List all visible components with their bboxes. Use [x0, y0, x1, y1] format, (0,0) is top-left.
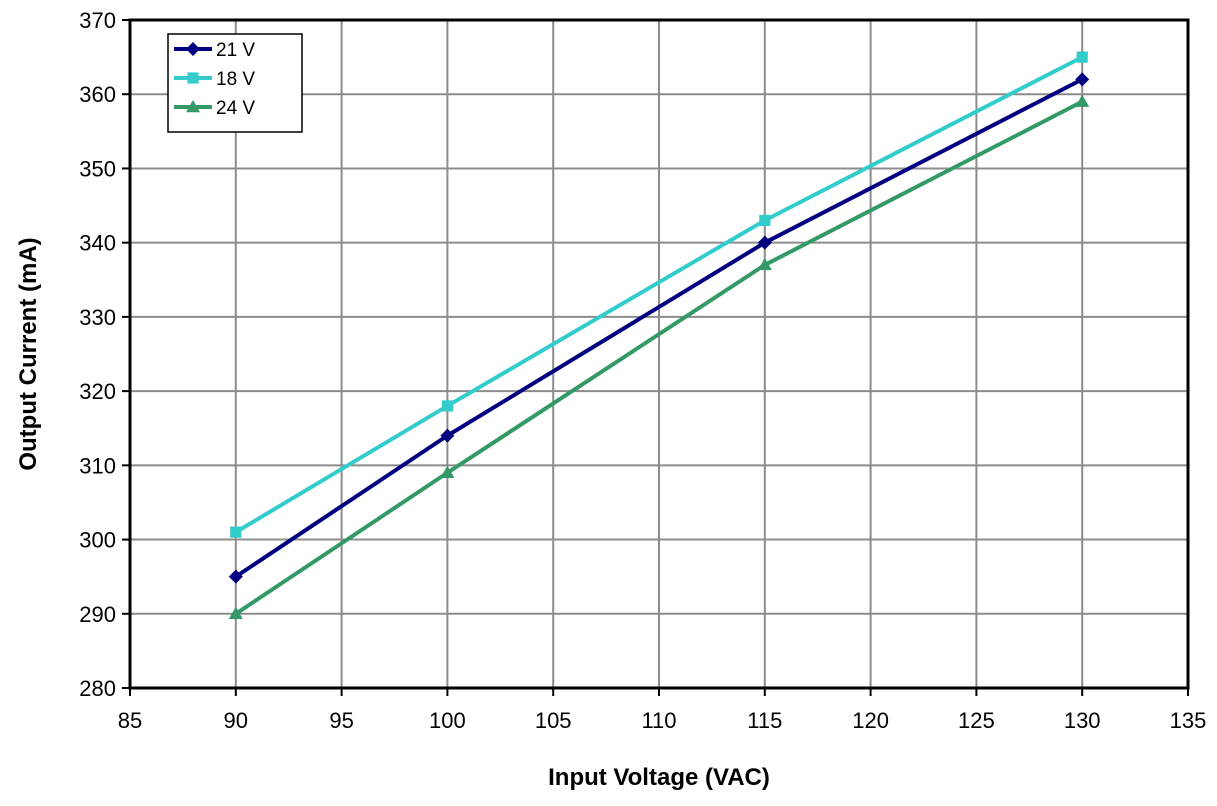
- series-line: [234, 99, 1084, 616]
- x-tick-label: 95: [329, 708, 353, 733]
- data-point: [759, 214, 771, 226]
- x-tick-label: 105: [535, 708, 572, 733]
- y-tick-label: 350: [79, 156, 116, 181]
- axis-ticks: 85 90 95 100 105 110 115 120 125 130 135 280 290 300 3…: [79, 8, 1206, 733]
- legend-label: 21 V: [216, 40, 255, 61]
- legend-marker: [187, 72, 199, 84]
- x-tick-label: 135: [1170, 708, 1207, 733]
- legend: 21 V 18 V 24 V: [167, 33, 303, 133]
- data-point: [230, 526, 242, 538]
- series-21-v: [228, 72, 1090, 584]
- legend-item: 18 V: [174, 69, 255, 90]
- x-tick-label: 115: [747, 708, 782, 733]
- y-tick-label: 370: [79, 8, 116, 33]
- data-point: [1076, 51, 1088, 63]
- x-axis-title: Input Voltage (VAC): [548, 764, 770, 791]
- y-tick-label: 290: [79, 602, 116, 627]
- data-point: [440, 428, 455, 443]
- legend-item: 24 V: [174, 98, 255, 119]
- legend-label: 18 V: [216, 69, 255, 90]
- y-tick-label: 310: [79, 453, 116, 478]
- data-point: [757, 235, 772, 250]
- data-point: [228, 606, 243, 620]
- series-18-v: [230, 51, 1088, 538]
- legend-item: 21 V: [174, 40, 255, 61]
- y-axis-title: Output Current (mA): [15, 237, 42, 470]
- y-tick-label: 330: [79, 305, 116, 330]
- series-layer: [228, 51, 1090, 620]
- y-tick-label: 320: [79, 379, 116, 404]
- y-tick-label: 280: [79, 676, 116, 701]
- data-point: [1075, 94, 1090, 107]
- data-point: [441, 400, 453, 412]
- y-tick-label: 360: [79, 82, 116, 107]
- legend-marker: [186, 100, 200, 113]
- legend-label: 24 V: [216, 98, 255, 119]
- y-tick-label: 340: [79, 231, 116, 256]
- series-line: [234, 77, 1084, 579]
- y-tick-label: 300: [79, 528, 116, 553]
- x-tick-label: 90: [224, 708, 248, 733]
- x-tick-label: 120: [852, 708, 889, 733]
- x-tick-label: 130: [1064, 708, 1101, 733]
- x-tick-label: 125: [958, 708, 995, 733]
- data-point: [757, 257, 772, 271]
- x-tick-label: 100: [429, 708, 466, 733]
- series-line: [234, 55, 1084, 534]
- series-24-v: [228, 94, 1090, 620]
- data-point: [228, 569, 243, 584]
- data-point: [440, 465, 455, 479]
- x-tick-label: 110: [641, 708, 676, 733]
- x-tick-label: 85: [118, 708, 142, 733]
- legend-marker: [186, 42, 200, 56]
- data-point: [1075, 72, 1090, 87]
